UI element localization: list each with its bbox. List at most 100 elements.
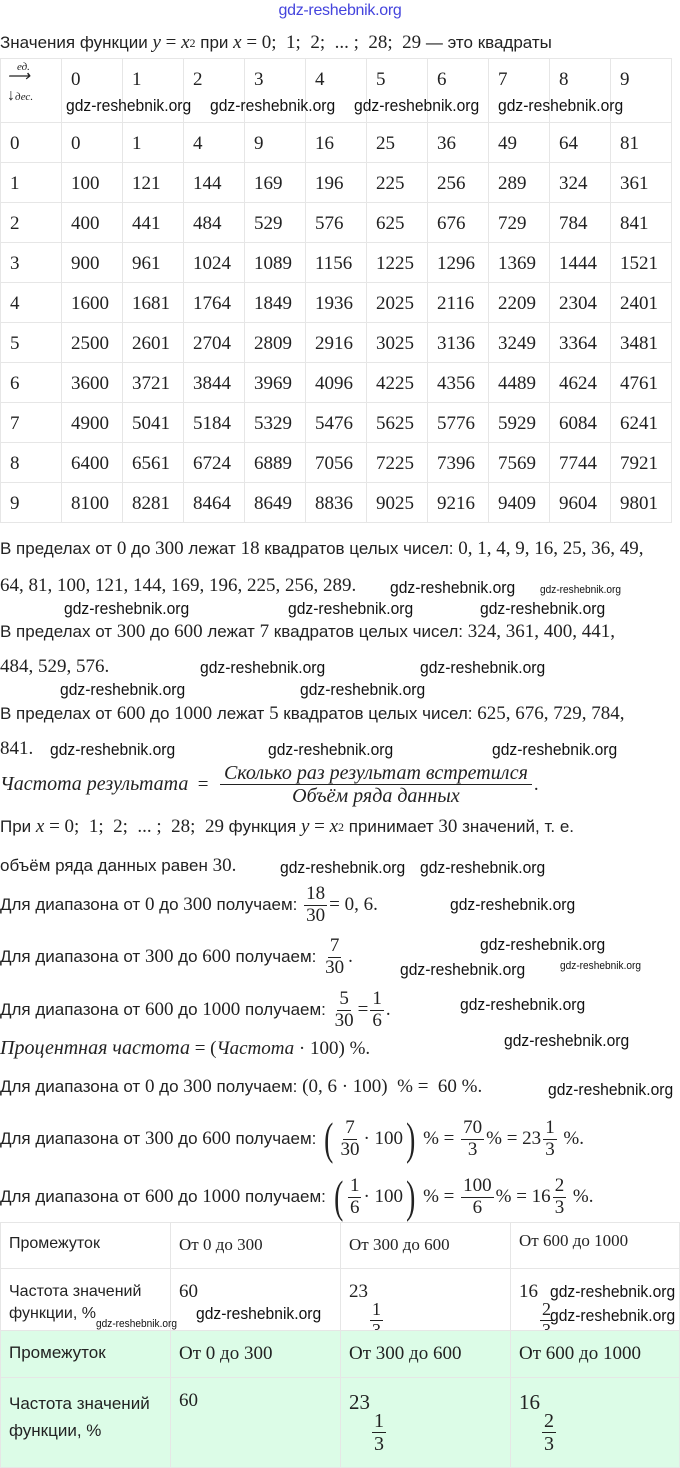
square-cell: 2916 — [305, 322, 367, 363]
text: — это квадраты — [425, 33, 552, 52]
square-cell: 2209 — [488, 282, 550, 323]
square-cell: 5329 — [244, 402, 306, 443]
square-cell: 9801 — [610, 482, 672, 523]
math: (0, 6 · 100) % = 60 %. — [302, 1076, 483, 1097]
numerator: 1 — [370, 1299, 383, 1321]
text: Для диапазона от — [0, 895, 141, 914]
square-cell: 1369 — [488, 242, 550, 283]
text: Значения функции — [0, 33, 148, 52]
denominator: 6 — [349, 1196, 360, 1218]
math: · 100 — [363, 1128, 404, 1149]
math: % = — [423, 1186, 455, 1207]
square-cell: 3249 — [488, 322, 550, 363]
square-cell: 2500 — [61, 322, 123, 363]
text: Для диапазона от — [0, 1000, 141, 1019]
header-cell: От 300 до 600 — [340, 1330, 511, 1378]
square-cell: 1 — [122, 122, 184, 163]
corner-label-units: ед. — [17, 61, 30, 73]
square-cell: 841 — [610, 202, 672, 243]
square-cell: 900 — [61, 242, 123, 283]
numerator: 2 — [540, 1299, 553, 1321]
range-line: В пределах от 0 до 300 лежат 18 квадрато… — [0, 538, 643, 560]
math: = — [314, 816, 325, 837]
math: = ( — [194, 1037, 217, 1059]
paren-right-icon: ) — [406, 1113, 416, 1164]
table-row: 9 8100 8281 8464 8649 8836 9025 9216 9409 9604 980… — [0, 482, 672, 523]
square-cell: 7056 — [305, 442, 367, 483]
row-label-cell: 6 — [0, 362, 62, 403]
text: квадратов целых чисел: — [283, 704, 473, 723]
math: = 0, 6. — [329, 894, 378, 915]
watermark: gdz-reshebnik.org — [390, 578, 516, 597]
header-cell: 2 — [183, 58, 245, 123]
math: % = 16 — [495, 1186, 551, 1207]
row-label-cell: 1 — [0, 162, 62, 203]
square-cell: 961 — [122, 242, 184, 283]
math: 300 — [155, 538, 184, 559]
text: принимает — [348, 817, 434, 836]
math: . — [533, 773, 539, 795]
text: лежат — [216, 704, 265, 723]
square-cell: 1296 — [427, 242, 489, 283]
square-cell: 2116 — [427, 282, 489, 323]
square-cell: 2304 — [549, 282, 611, 323]
square-cell: 1444 — [549, 242, 611, 283]
row-label-cell: 5 — [0, 322, 62, 363]
text: получаем: — [245, 1000, 326, 1019]
result-table-highlighted: Промежуток От 0 до 300 От 300 до 600 От 600… — [0, 1330, 680, 1468]
square-cell: 1089 — [244, 242, 306, 283]
square-cell: 36 — [427, 122, 489, 163]
text: лежат — [207, 622, 255, 641]
table-row: 7 4900 5041 5184 5329 5476 5625 5776 5929 6084 624… — [0, 402, 672, 443]
math: %. — [349, 1037, 371, 1059]
text: значений, т. е. — [462, 817, 575, 836]
table-row: 2 400 441 484 529 576 625 676 729 784 841 — [0, 202, 672, 243]
watermark: gdz-reshebnik.org — [66, 96, 192, 115]
square-cell: 484 — [183, 202, 245, 243]
arrow-right-icon: ⟶ — [7, 68, 30, 85]
text: до — [178, 1000, 198, 1019]
text: квадратов целых чисел: — [264, 539, 454, 558]
paren-left-icon: ( — [324, 1113, 334, 1164]
row-label-cell: 8 — [0, 442, 62, 483]
square-cell: 9025 — [366, 482, 428, 523]
whole: 23 — [349, 1281, 368, 1302]
corner-label-tens-wrap: ↓дес. — [7, 87, 61, 105]
math: 30 — [212, 855, 232, 876]
square-cell: 3481 — [610, 322, 672, 363]
text: Для диапазона от — [0, 947, 141, 966]
square-cell: 196 — [305, 162, 367, 203]
watermark: gdz-reshebnik.org — [200, 658, 326, 677]
square-cell: 7921 — [610, 442, 672, 483]
whole: 23 — [349, 1390, 370, 1414]
whole: 16 — [519, 1281, 538, 1302]
math: 0 — [116, 538, 127, 559]
square-cell: 9604 — [549, 482, 611, 523]
text: при — [200, 33, 229, 52]
range-line: В пределах от 300 до 600 лежат 7 квадрат… — [0, 621, 615, 643]
square-cell: 3600 — [61, 362, 123, 403]
watermark: gdz-reshebnik.org — [280, 858, 406, 877]
math: = — [165, 32, 177, 53]
square-cell: 5476 — [305, 402, 367, 443]
math: 300 — [116, 621, 146, 642]
header-cell: От 0 до 300 — [170, 1330, 341, 1378]
math: 600 — [116, 703, 146, 724]
square-cell: 144 — [183, 162, 245, 203]
watermark: gdz-reshebnik.org — [400, 960, 526, 979]
square-cell: 4489 — [488, 362, 550, 403]
math: 600 — [174, 621, 203, 642]
table-row: 6 3600 3721 3844 3969 4096 4225 4356 4489 4624 476… — [0, 362, 672, 403]
math: 5 — [269, 703, 279, 724]
square-cell: 2601 — [122, 322, 184, 363]
row-label-cell: 0 — [0, 122, 62, 163]
paren-left-icon: ( — [333, 1171, 343, 1222]
text: до — [178, 1129, 198, 1148]
math-var: x — [35, 816, 45, 837]
watermark: gdz-reshebnik.org — [196, 1304, 322, 1323]
denominator: 3 — [544, 1433, 554, 1455]
square-cell: 6561 — [122, 442, 184, 483]
